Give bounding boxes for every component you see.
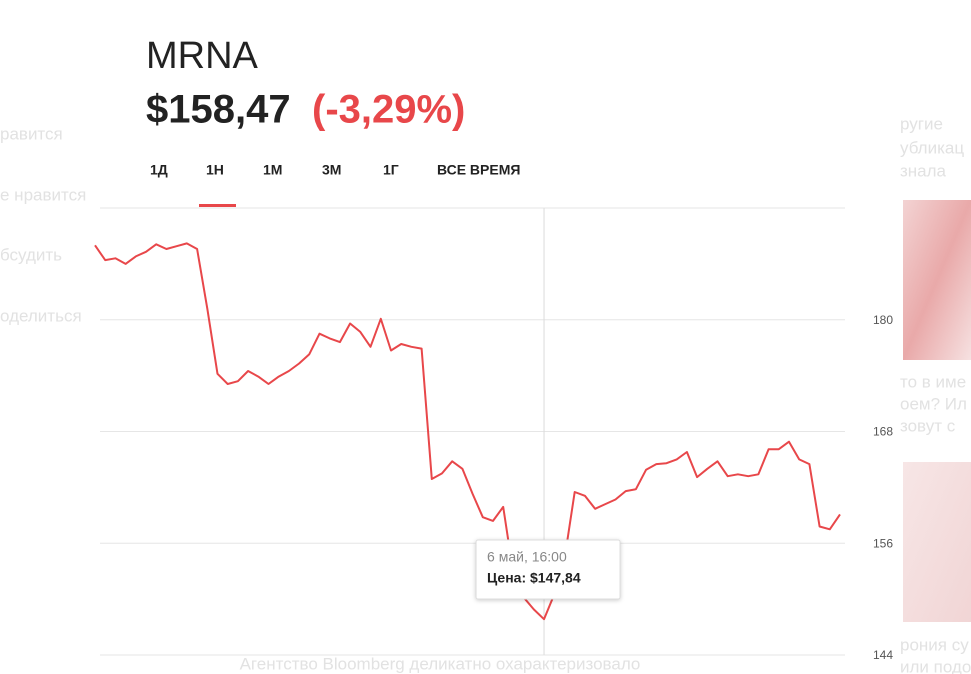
thumbnail	[903, 200, 971, 360]
active-tab-underline	[199, 204, 236, 207]
period-tab[interactable]: 1Г	[383, 162, 399, 178]
tooltip-date: 6 май, 16:00	[487, 549, 567, 565]
background-text: рония су	[900, 635, 969, 654]
period-tab[interactable]: 1Д	[150, 162, 168, 178]
y-tick-label: 144	[873, 648, 893, 662]
y-tick-label: 168	[873, 425, 893, 439]
thumbnail	[903, 462, 971, 622]
price: $158,47	[146, 88, 291, 132]
ticker: MRNA	[146, 35, 259, 77]
period-tab[interactable]: ВСЕ ВРЕМЯ	[437, 162, 520, 178]
period-tab[interactable]: 1Н	[206, 162, 224, 178]
y-tick-label: 180	[873, 313, 893, 327]
price-line	[94, 242, 841, 621]
background-text: Агентство Bloomberg деликатно охарактери…	[240, 654, 641, 673]
tooltip-price: Цена: $147,84	[487, 570, 581, 586]
period-tab[interactable]: 1М	[263, 162, 282, 178]
y-tick-label: 156	[873, 536, 893, 550]
background-text: или подо	[900, 657, 971, 674]
background-text: зовут с	[900, 416, 956, 435]
background-text: оделиться	[0, 306, 82, 325]
background-text: знала	[900, 161, 947, 180]
price-change: (-3,29%)	[312, 88, 465, 132]
background-text: оем? Ил	[900, 394, 967, 413]
background-text: то в име	[900, 372, 966, 391]
tooltip-box	[475, 539, 621, 600]
background-text: ругие	[900, 114, 943, 133]
background-text: е нравится	[0, 185, 86, 204]
period-tab[interactable]: 3М	[322, 162, 341, 178]
background-text: бсудить	[0, 245, 62, 264]
background-text: равится	[0, 124, 63, 143]
background-text: убликац	[900, 138, 964, 157]
